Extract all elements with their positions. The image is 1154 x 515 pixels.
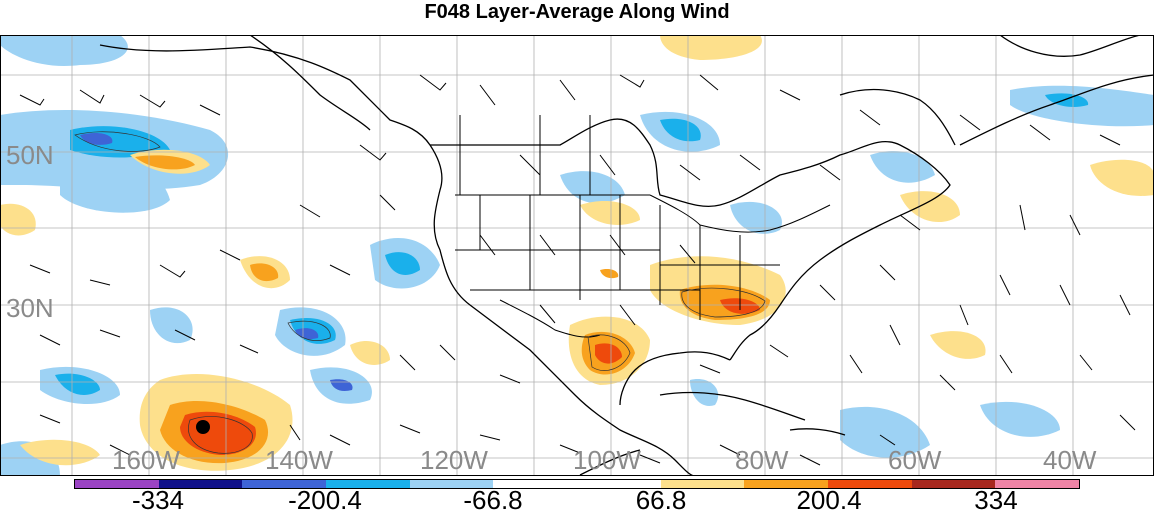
lat-label-30n: 30N (6, 293, 54, 323)
political-boundaries (455, 115, 831, 338)
along-wind-map (0, 35, 1154, 476)
wind-barbs (19, 74, 1136, 466)
color-swatch-3 (326, 480, 410, 488)
contour-lines (74, 131, 766, 454)
color-swatch-7 (660, 480, 745, 488)
map-panel: 50N 30N 160W 140W 120W 100W 80W 60W 40W (0, 35, 1154, 476)
scale-label: 200.4 (796, 485, 862, 515)
lon-label-160w: 160W (112, 445, 180, 475)
coastlines (99, 35, 1154, 476)
color-swatch-9 (828, 480, 912, 488)
map-title: F048 Layer-Average Along Wind (424, 1, 730, 23)
storm-center-marker (196, 420, 210, 434)
lon-label-60w: 60W (888, 445, 942, 475)
color-swatch-8 (744, 480, 829, 488)
lon-label-80w: 80W (735, 445, 789, 475)
color-swatch-11 (995, 480, 1080, 488)
scale-label: -66.8 (463, 485, 523, 515)
color-swatch-1 (158, 480, 243, 488)
color-swatch-4 (409, 480, 494, 488)
color-swatch-10 (911, 480, 996, 488)
color-swatch-0 (75, 480, 159, 488)
color-swatch-6 (577, 480, 661, 488)
scale-label: 334 (974, 485, 1018, 515)
lon-label-140w: 140W (265, 445, 333, 475)
color-swatch-5 (493, 480, 578, 488)
lon-label-100w: 100W (573, 445, 641, 475)
scale-label: -334 (131, 485, 185, 515)
lat-label-50n: 50N (6, 140, 54, 170)
scale-label: -200.4 (288, 485, 362, 515)
color-scale-bar (74, 479, 1080, 489)
lon-label-120w: 120W (420, 445, 488, 475)
scale-label: 66.8 (635, 485, 687, 515)
lat-lon-grid (0, 35, 1154, 476)
lon-label-40w: 40W (1043, 445, 1097, 475)
color-swatch-2 (242, 480, 327, 488)
